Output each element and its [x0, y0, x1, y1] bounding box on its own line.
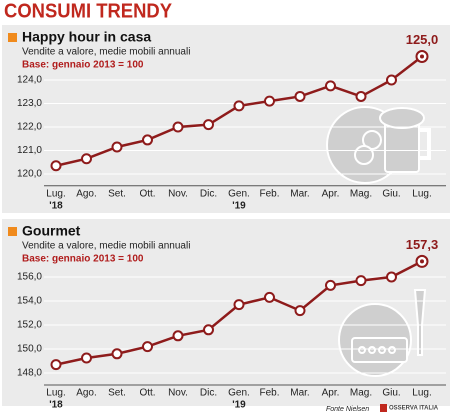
logo: OSSERVA ITALIA — [389, 406, 439, 412]
marker — [325, 279, 336, 291]
x-tick-label: Feb. — [259, 188, 279, 199]
y-tick-label: 150,0 — [17, 344, 42, 355]
x-tick-label: Dic. — [200, 388, 217, 399]
marker — [386, 271, 397, 283]
x-tick-label: Mag. — [350, 188, 372, 199]
marker — [203, 119, 214, 131]
x-year-label: '19 — [232, 200, 246, 211]
value-label: 125,0 — [406, 32, 439, 47]
marker — [233, 100, 245, 112]
bullet — [8, 33, 17, 42]
chart-subtitle: Vendite a valore, medie mobili annuali — [22, 47, 190, 58]
x-year-label: '18 — [49, 400, 63, 411]
marker-dot — [420, 54, 424, 59]
x-tick-label: Dic. — [200, 188, 217, 199]
x-year-label: '19 — [232, 400, 246, 411]
x-tick-label: Nov. — [168, 188, 188, 199]
chart-note: Base: gennaio 2013 = 100 — [22, 60, 144, 71]
marker — [172, 330, 184, 342]
page-title: CONSUMI TRENDY — [4, 0, 173, 22]
y-tick-label: 148,0 — [17, 368, 42, 379]
x-tick-label: Ott. — [139, 188, 155, 199]
marker — [50, 160, 62, 172]
y-tick-label: 121,0 — [17, 145, 42, 156]
y-tick-label: 120,0 — [17, 169, 42, 180]
marker — [355, 275, 367, 287]
x-tick-label: Ott. — [139, 388, 155, 399]
marker — [50, 359, 62, 371]
y-tick-label: 154,0 — [17, 296, 42, 307]
x-tick-label: Feb. — [259, 388, 279, 399]
marker — [386, 74, 397, 86]
x-tick-label: Ago. — [76, 388, 97, 399]
x-tick-label: Gen. — [228, 188, 250, 199]
marker — [142, 134, 153, 146]
x-tick-label: Lug. — [46, 388, 65, 399]
marker-dot — [420, 259, 424, 264]
marker — [172, 121, 184, 133]
x-tick-label: Giu. — [382, 388, 400, 399]
marker — [111, 141, 123, 153]
marker — [355, 90, 367, 102]
value-label: 157,3 — [406, 237, 439, 252]
x-year-label: '18 — [49, 200, 63, 211]
marker — [81, 352, 92, 364]
x-tick-label: Ago. — [76, 188, 97, 199]
marker — [142, 341, 153, 353]
food-icon — [338, 289, 427, 377]
x-tick-label: Apr. — [322, 388, 340, 399]
y-tick-label: 124,0 — [17, 75, 42, 86]
x-tick-label: Lug. — [46, 188, 65, 199]
x-tick-label: Mar. — [290, 188, 309, 199]
marker — [233, 299, 245, 311]
logo-mark — [380, 404, 387, 412]
bullet — [8, 227, 17, 236]
marker — [325, 80, 336, 92]
marker — [264, 95, 275, 107]
x-tick-label: Apr. — [322, 188, 340, 199]
x-tick-label: Set. — [108, 188, 126, 199]
marker — [294, 305, 306, 317]
marker — [294, 90, 306, 102]
source: Fonte Nielsen — [326, 406, 369, 413]
y-tick-label: 122,0 — [17, 122, 42, 133]
x-tick-label: Giu. — [382, 188, 400, 199]
x-tick-label: Lug. — [412, 188, 431, 199]
marker — [81, 153, 92, 165]
chart-title: Gourmet — [22, 223, 81, 239]
x-tick-label: Gen. — [228, 388, 250, 399]
x-tick-label: Set. — [108, 388, 126, 399]
x-tick-label: Mag. — [350, 388, 372, 399]
x-tick-label: Mar. — [290, 388, 309, 399]
y-tick-label: 152,0 — [17, 320, 42, 331]
chart-title: Happy hour in casa — [22, 29, 151, 45]
marker — [203, 324, 214, 336]
marker — [264, 291, 275, 303]
x-tick-label: Lug. — [412, 388, 431, 399]
chart-note: Base: gennaio 2013 = 100 — [22, 254, 144, 265]
beer-icon — [326, 106, 431, 184]
marker — [111, 348, 123, 360]
y-tick-label: 156,0 — [17, 272, 42, 283]
x-tick-label: Nov. — [168, 388, 188, 399]
chart-subtitle: Vendite a valore, medie mobili annuali — [22, 241, 190, 252]
y-tick-label: 123,0 — [17, 98, 42, 109]
